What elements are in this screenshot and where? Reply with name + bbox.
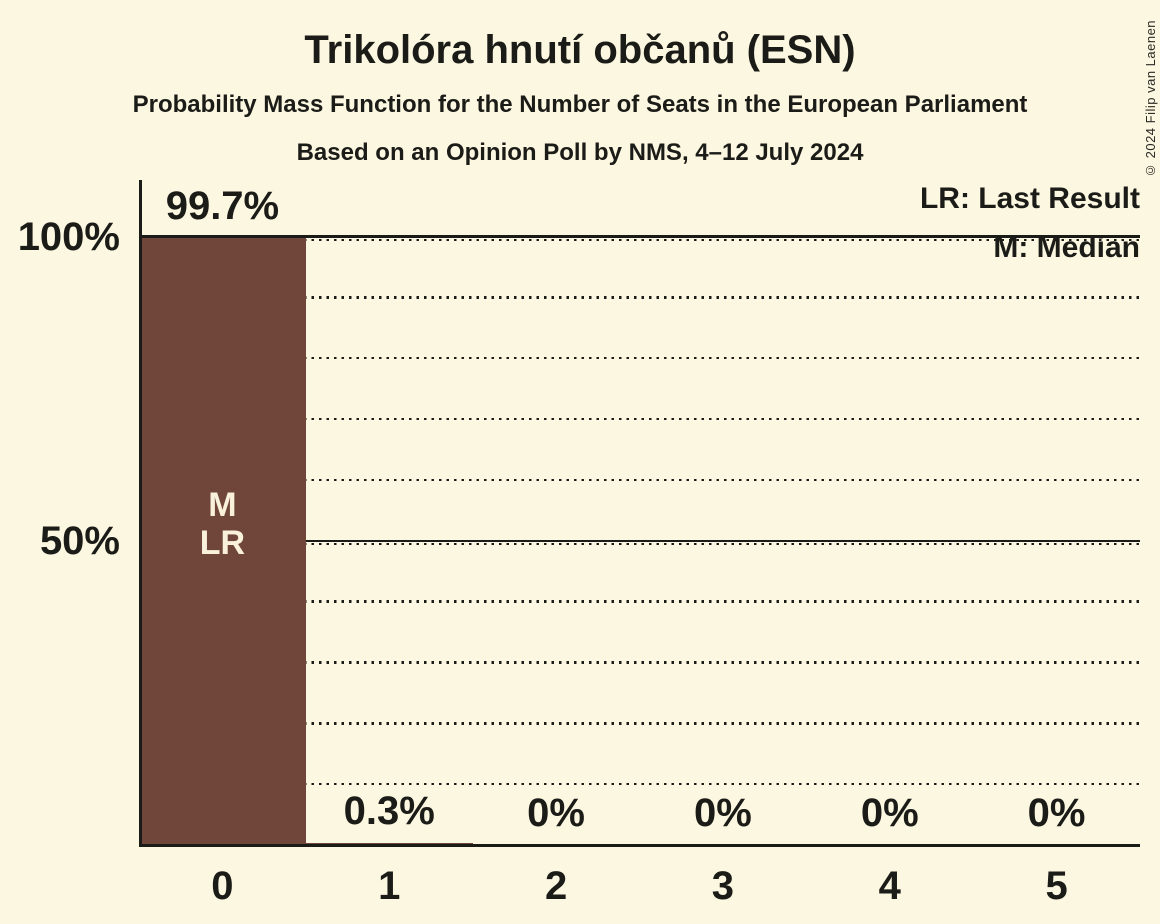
gridline-dotted-30 [139, 661, 1140, 664]
gridline-underlay-100 [139, 238, 1140, 241]
gridline-dotted-80 [139, 356, 1140, 360]
value-label-seat-1: 0.3% [343, 789, 435, 834]
gridline-dotted-70 [139, 417, 1140, 421]
gridline-solid-100 [139, 235, 1140, 238]
gridline-underlay-50 [139, 542, 1140, 546]
x-tick-label-1: 1 [378, 864, 401, 908]
gridline-dotted-40 [139, 600, 1140, 603]
x-axis-labels: 0 1 2 3 4 5 [139, 858, 1140, 914]
y-axis-label-100: 100% [17, 215, 120, 259]
chart-title: Trikolóra hnutí občanů (ESN) [304, 28, 856, 72]
y-axis-label-50: 50% [39, 519, 120, 563]
chart-subtitle: Probability Mass Function for the Number… [132, 91, 1028, 118]
y-axis-line [139, 180, 142, 847]
gridline-dotted-60 [139, 478, 1140, 482]
x-tick-label-2: 2 [544, 864, 568, 908]
x-tick-label-5: 5 [1045, 864, 1068, 908]
last-result-marker: LR [199, 524, 246, 562]
value-label-seat-5: 0% [1027, 791, 1086, 835]
gridline-solid-50 [139, 539, 1140, 542]
value-label-seat-2: 0% [527, 791, 585, 835]
x-tick-label-4: 4 [878, 864, 901, 908]
value-label-seat-4: 0% [860, 791, 919, 835]
gridline-dotted-90 [139, 296, 1140, 299]
copyright-notice: © 2024 Filip van Laenen [1143, 19, 1158, 178]
gridline-dotted-10 [139, 782, 1140, 786]
bar-seat-0 [139, 238, 306, 847]
x-tick-label-0: 0 [211, 864, 234, 908]
plot-area: 99.7% 0.3% 0% 0% 0% 0% M LR [139, 180, 1140, 847]
x-axis-line [139, 844, 1140, 847]
gridline-dotted-20 [139, 722, 1140, 725]
value-label-seat-0: 99.7% [165, 184, 280, 229]
poll-info-subtitle: Based on an Opinion Poll by NMS, 4–12 Ju… [296, 139, 864, 166]
value-label-seat-3: 0% [694, 791, 752, 835]
median-last-result-annotation: M LR [139, 486, 306, 562]
legend-last-result: LR: Last Result [919, 182, 1140, 215]
median-marker: M [208, 486, 237, 524]
x-tick-label-3: 3 [711, 864, 735, 908]
